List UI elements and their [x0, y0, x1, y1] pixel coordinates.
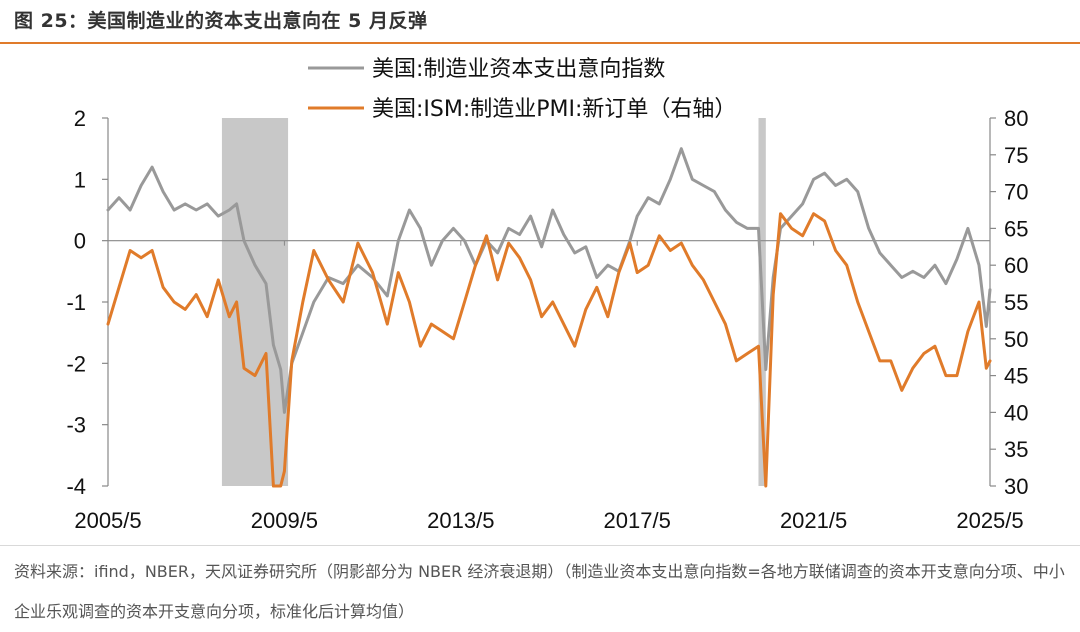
x-tick-label: 2005/5	[74, 508, 141, 533]
right-tick-label: 50	[1004, 327, 1028, 352]
right-tick-label: 60	[1004, 253, 1028, 278]
right-tick-label: 70	[1004, 180, 1028, 205]
right-tick-label: 35	[1004, 437, 1028, 462]
right-tick-label: 65	[1004, 216, 1028, 241]
source-note: 资料来源：ifind，NBER，天风证券研究所（阴影部分为 NBER 经济衰退期…	[14, 562, 1065, 621]
right-tick-label: 45	[1004, 364, 1028, 389]
x-tick-label: 2025/5	[956, 508, 1023, 533]
series-line-1	[106, 212, 992, 488]
chart: 2 1 0 -1 -2 -3 -4 80 75 70 65 60 55 50 45 40 35 30 2005/5 2…	[0, 46, 1080, 546]
chart-canvas: 2 1 0 -1 -2 -3 -4 80 75 70 65 60 55 50 45 40 35 30 2005/5 2…	[66, 57, 1028, 533]
figure-title: 图 25：美国制造业的资本支出意向在 5 月反弹	[14, 10, 428, 32]
x-tick-label: 2013/5	[427, 508, 494, 533]
left-tick-label: -1	[66, 290, 86, 315]
x-tick-label: 2017/5	[604, 508, 671, 533]
left-tick-label: 1	[74, 167, 86, 192]
x-tick-label: 2009/5	[251, 508, 318, 533]
footer-divider	[0, 545, 1080, 546]
left-tick-label: 2	[74, 106, 86, 131]
recession-band-0	[221, 118, 289, 486]
legend-label-1: 美国:ISM:制造业PMI:新订单（右轴）	[372, 97, 736, 122]
right-tick-label: 55	[1004, 290, 1028, 315]
left-tick-label: -4	[66, 474, 86, 499]
left-tick-label: -3	[66, 413, 86, 438]
legend-label-0: 美国:制造业资本支出意向指数	[372, 57, 665, 82]
left-tick-label: 0	[74, 229, 86, 254]
title-divider	[0, 42, 1080, 44]
right-tick-label: 40	[1004, 400, 1028, 425]
x-tick-label: 2021/5	[780, 508, 847, 533]
right-tick-label: 80	[1004, 106, 1028, 131]
series-line-0	[106, 147, 992, 414]
right-tick-label: 30	[1004, 474, 1028, 499]
left-tick-label: -2	[66, 351, 86, 376]
right-tick-label: 75	[1004, 143, 1028, 168]
